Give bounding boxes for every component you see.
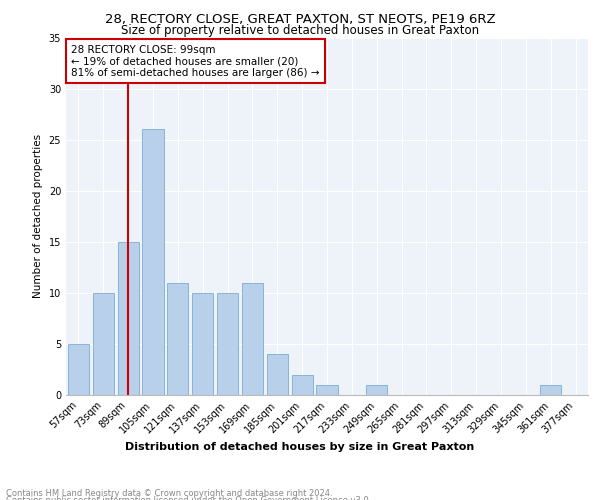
Bar bbox=[242, 282, 263, 395]
Text: Contains public sector information licensed under the Open Government Licence v3: Contains public sector information licen… bbox=[6, 496, 371, 500]
Bar bbox=[192, 293, 213, 395]
Bar bbox=[366, 385, 387, 395]
Y-axis label: Number of detached properties: Number of detached properties bbox=[33, 134, 43, 298]
Bar bbox=[217, 293, 238, 395]
Bar bbox=[267, 354, 288, 395]
Bar bbox=[118, 242, 139, 395]
Text: Contains HM Land Registry data © Crown copyright and database right 2024.: Contains HM Land Registry data © Crown c… bbox=[6, 488, 332, 498]
Bar bbox=[540, 385, 561, 395]
Bar bbox=[93, 293, 114, 395]
Bar bbox=[292, 374, 313, 395]
Bar bbox=[316, 385, 338, 395]
Bar bbox=[142, 130, 164, 395]
Text: Size of property relative to detached houses in Great Paxton: Size of property relative to detached ho… bbox=[121, 24, 479, 37]
Bar bbox=[68, 344, 89, 395]
Text: Distribution of detached houses by size in Great Paxton: Distribution of detached houses by size … bbox=[125, 442, 475, 452]
Text: 28, RECTORY CLOSE, GREAT PAXTON, ST NEOTS, PE19 6RZ: 28, RECTORY CLOSE, GREAT PAXTON, ST NEOT… bbox=[104, 12, 496, 26]
Text: 28 RECTORY CLOSE: 99sqm
← 19% of detached houses are smaller (20)
81% of semi-de: 28 RECTORY CLOSE: 99sqm ← 19% of detache… bbox=[71, 44, 320, 78]
Bar bbox=[167, 282, 188, 395]
